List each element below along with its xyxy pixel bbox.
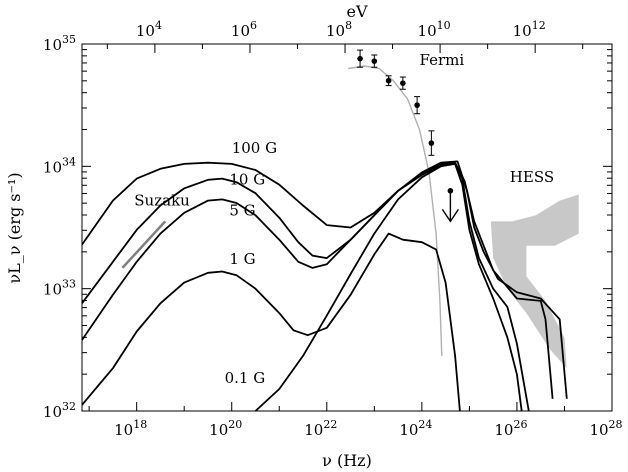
suzaku-line bbox=[121, 220, 167, 269]
annotation-label: 5 G bbox=[229, 201, 255, 219]
fermi-point bbox=[414, 102, 420, 108]
top-tick-label: 1010 bbox=[418, 19, 451, 40]
y-tick-label: 1034 bbox=[43, 155, 76, 176]
plot-border bbox=[81, 43, 613, 412]
x-tick-label: 1020 bbox=[209, 418, 242, 439]
annotation-label: HESS bbox=[510, 168, 554, 186]
series-line-10g bbox=[81, 161, 554, 399]
top-tick-label: 106 bbox=[231, 19, 257, 40]
y-axis-label: νL_ν (erg s⁻¹) bbox=[5, 172, 24, 283]
x-tick-label: 1022 bbox=[304, 418, 337, 439]
hess-band bbox=[490, 194, 579, 369]
top-axis-label: eV bbox=[346, 2, 367, 21]
fermi-point bbox=[428, 140, 435, 146]
fermi-point bbox=[357, 55, 363, 62]
top-tick-label: 104 bbox=[136, 19, 162, 40]
x-tick-label: 1018 bbox=[114, 418, 147, 439]
axis-ticks: 1018 1020 1022 1024 1026 1028 104 106 108 1010 101… bbox=[43, 19, 623, 439]
band-layer bbox=[121, 65, 579, 369]
fermi-point bbox=[385, 77, 392, 84]
y-tick-label: 1032 bbox=[43, 400, 76, 421]
series-layer bbox=[81, 160, 568, 412]
fermi-point bbox=[371, 58, 378, 64]
series-line-1g bbox=[81, 232, 461, 412]
y-tick-label: 1035 bbox=[43, 33, 76, 54]
series-line-01g bbox=[254, 162, 530, 412]
y-tick-label: 1033 bbox=[43, 278, 76, 299]
annotation-label: 1 G bbox=[229, 250, 255, 268]
annotation-label: Suzaku bbox=[134, 191, 190, 209]
fermi-point bbox=[400, 80, 406, 86]
annotation-label: 10 G bbox=[229, 171, 265, 189]
upper-limit-arrow bbox=[441, 208, 459, 223]
series-line-100g bbox=[81, 160, 568, 399]
label-layer: Fermi 100 G 10 G 5 G 1 G 0.1 G Suzaku HESS bbox=[134, 51, 554, 387]
top-tick-label: 108 bbox=[326, 19, 352, 40]
annotation-label: 0.1 G bbox=[225, 369, 266, 387]
annotation-label: 100 G bbox=[232, 139, 277, 157]
x-tick-label: 1024 bbox=[399, 418, 432, 439]
top-tick-label: 1012 bbox=[513, 19, 546, 40]
x-tick-label: 1026 bbox=[494, 418, 527, 439]
fermi-points-layer bbox=[357, 49, 459, 223]
annotation-label: Fermi bbox=[419, 51, 464, 69]
x-axis-label: ν (Hz) bbox=[322, 451, 372, 470]
fermi-model-curve bbox=[348, 65, 443, 356]
x-tick-label: 1028 bbox=[589, 418, 622, 439]
plot-frame bbox=[81, 43, 613, 412]
series-line-5g bbox=[81, 162, 523, 412]
